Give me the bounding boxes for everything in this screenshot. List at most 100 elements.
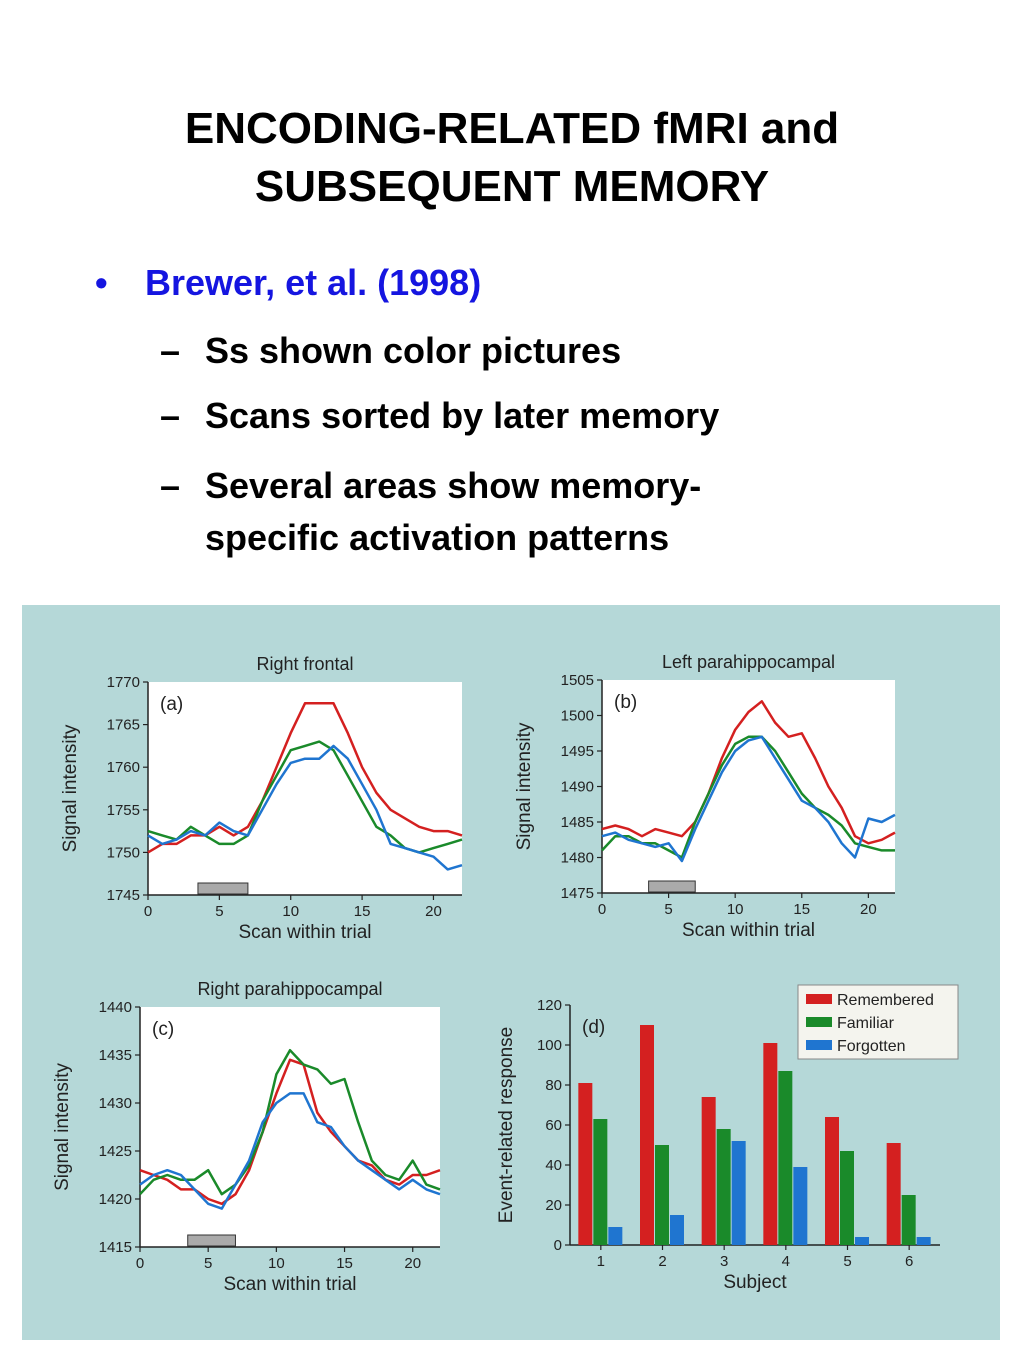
subbullet-3: – Several areas show memory- specific act… — [160, 460, 701, 564]
plot-area — [148, 682, 462, 895]
y-tick-label: 1430 — [99, 1095, 132, 1112]
x-axis-label: Scan within trial — [238, 922, 371, 943]
y-tick-label: 20 — [545, 1197, 562, 1214]
y-tick-label: 1745 — [107, 887, 140, 904]
subbullet-1: – Ss shown color pictures — [160, 330, 621, 372]
x-tick-label: 20 — [425, 903, 442, 920]
bar-familiar-1 — [593, 1119, 608, 1245]
bar-familiar-3 — [716, 1129, 731, 1245]
y-axis-label: Event-related response — [496, 1027, 517, 1223]
chart-title: Right parahippocampal — [197, 979, 382, 999]
y-tick-label: 1420 — [99, 1191, 132, 1208]
chart-panel-4: 0 20 40 60 80 100 120 1 2 3 4 5 6 Remembered Familiar F… — [496, 984, 959, 1293]
x-tick-label: 20 — [404, 1255, 421, 1272]
bar-familiar-2 — [655, 1145, 669, 1245]
x-tick-label: 10 — [282, 903, 299, 920]
legend-swatch-familiar — [806, 1017, 832, 1027]
bar-forgotten-5 — [855, 1237, 869, 1245]
y-tick-label: 1435 — [99, 1047, 132, 1064]
x-tick-label: 4 — [782, 1253, 790, 1270]
x-tick-label: 0 — [598, 901, 606, 918]
bar-remembered-4 — [763, 1043, 778, 1245]
y-tick-label: 60 — [545, 1117, 562, 1134]
y-tick-label: 0 — [554, 1237, 562, 1254]
legend-label-forgotten: Forgotten — [837, 1038, 905, 1055]
y-tick-label: 1475 — [561, 885, 594, 902]
subbullet-marker: – — [160, 330, 181, 371]
x-tick-label: 15 — [354, 903, 371, 920]
y-tick-label: 1760 — [107, 759, 140, 776]
x-tick-label: 15 — [336, 1255, 353, 1272]
bar-familiar-4 — [778, 1071, 793, 1245]
chart-title: Left parahippocampal — [662, 652, 835, 672]
x-tick-label: 3 — [720, 1253, 728, 1270]
series-line-1 — [601, 700, 896, 845]
subbullet-text: Scans sorted by later memory — [205, 395, 720, 436]
panel-label: (d) — [582, 1017, 605, 1038]
bar-forgotten-6 — [916, 1237, 931, 1245]
bar-remembered-2 — [640, 1025, 654, 1245]
bar-familiar-6 — [901, 1195, 916, 1245]
y-tick-label: 1480 — [561, 850, 594, 867]
legend-label-familiar: Familiar — [837, 1015, 895, 1032]
bar-forgotten-1 — [608, 1227, 623, 1245]
y-tick-label: 1495 — [561, 743, 594, 760]
bullet-citation: • Brewer, et al. (1998) — [95, 262, 481, 304]
y-tick-label: 1750 — [107, 844, 140, 861]
y-tick-label: 1755 — [107, 802, 140, 819]
x-tick-label: 10 — [268, 1255, 285, 1272]
panel-label: (a) — [160, 694, 183, 715]
x-tick-label: 6 — [905, 1253, 913, 1270]
bar-remembered-3 — [701, 1097, 716, 1245]
series-line-1 — [139, 1058, 441, 1206]
x-tick-label: 20 — [860, 901, 877, 918]
y-tick-label: 40 — [545, 1157, 562, 1174]
stimulus-bar — [197, 882, 249, 895]
series-line-3 — [601, 735, 896, 863]
slide-title: ENCODING-RELATED fMRI and SUBSEQUENT MEM… — [0, 100, 1024, 216]
chart-panel-1: 1745 1750 1755 1760 1765 1770 0 5 10 15 20 Right fr… — [60, 654, 463, 943]
panel-label: (c) — [152, 1019, 174, 1040]
legend-swatch-remembered — [806, 994, 832, 1004]
y-tick-label: 80 — [545, 1077, 562, 1094]
subbullet-marker: – — [160, 465, 181, 506]
title-line-1: ENCODING-RELATED fMRI and — [184, 104, 840, 153]
y-tick-label: 1505 — [561, 672, 594, 689]
series-line-3 — [139, 1092, 441, 1210]
chart-legend: Remembered Familiar Forgotten — [797, 984, 959, 1060]
stimulus-bar — [187, 1234, 236, 1247]
bar-familiar-5 — [840, 1151, 854, 1245]
y-tick-label: 100 — [537, 1037, 562, 1054]
y-tick-label: 1490 — [561, 779, 594, 796]
legend-label-remembered: Remembered — [837, 992, 934, 1009]
y-axis-label: Signal intensity — [514, 722, 535, 850]
bar-forgotten-2 — [670, 1215, 684, 1245]
subbullet-text: Several areas show memory- — [205, 465, 702, 506]
bar-forgotten-3 — [731, 1141, 746, 1245]
series-line-2 — [601, 735, 895, 859]
bullet-marker: • — [95, 262, 108, 303]
panel-label: (b) — [614, 692, 637, 713]
subbullet-2: – Scans sorted by later memory — [160, 395, 719, 437]
y-axis-label: Signal intensity — [60, 724, 81, 852]
chart-panel-3: 1415 1420 1425 1430 1435 1440 0 5 10 15 20 Right pa… — [52, 979, 441, 1295]
chart-panel-2: 1475 1480 1485 1490 1495 1500 1505 0 5 10 15 20 Left… — [514, 652, 896, 941]
x-tick-label: 15 — [793, 901, 810, 918]
chart-title: Right frontal — [256, 654, 353, 674]
y-tick-label: 120 — [537, 997, 562, 1014]
bar-remembered-1 — [578, 1083, 593, 1245]
title-line-2: SUBSEQUENT MEMORY — [254, 162, 770, 211]
subbullet-text: Ss shown color pictures — [205, 330, 622, 371]
x-tick-label: 10 — [727, 901, 744, 918]
x-tick-label: 2 — [658, 1253, 666, 1270]
y-axis-label: Signal intensity — [52, 1063, 73, 1191]
x-tick-label: 0 — [144, 903, 152, 920]
series-line-2 — [139, 1048, 441, 1196]
y-tick-label: 1770 — [107, 674, 140, 691]
plot-area — [602, 680, 895, 893]
subbullet-text-continued: specific activation patterns — [205, 517, 670, 558]
y-tick-label: 1500 — [561, 708, 594, 725]
y-tick-label: 1440 — [99, 999, 132, 1016]
subbullet-marker: – — [160, 395, 181, 436]
bullet-text: Brewer, et al. (1998) — [145, 262, 482, 303]
